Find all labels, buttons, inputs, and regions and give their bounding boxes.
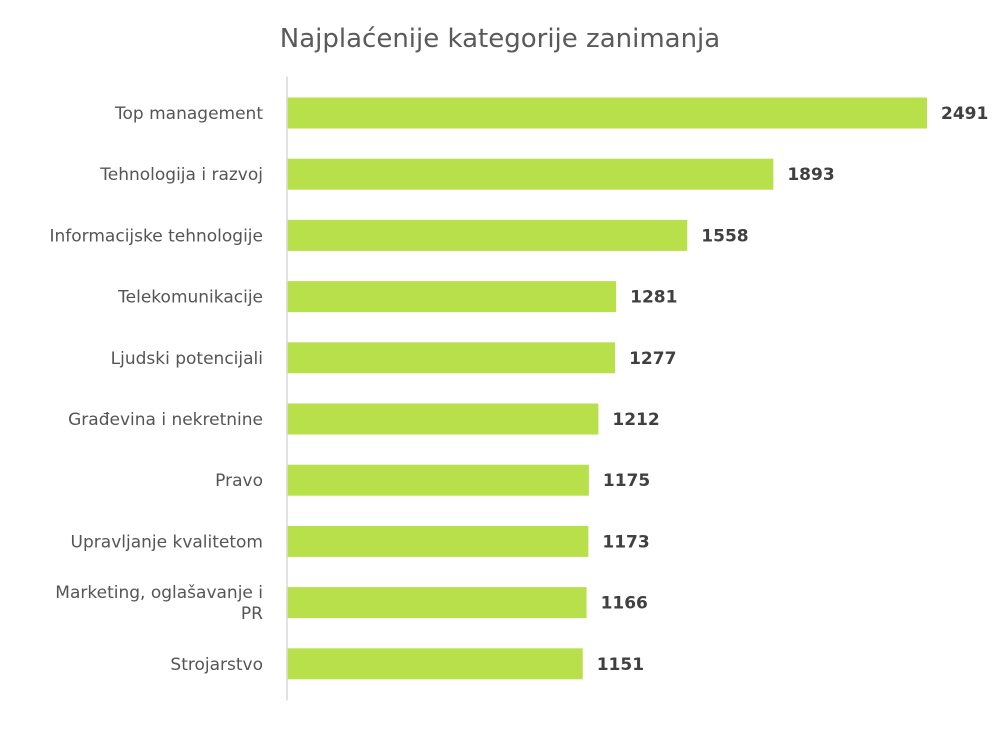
category-label-line: Strojarstvo: [170, 655, 263, 675]
category-label-line: Telekomunikacije: [117, 288, 263, 308]
value-label-1: 1893: [787, 165, 834, 185]
category-label-line: Građevina i nekretnine: [68, 410, 263, 430]
value-label-4: 1277: [629, 349, 676, 369]
bar-3: [287, 281, 617, 313]
category-label-2: Informacijske tehnologije: [50, 226, 264, 246]
bar-6: [287, 464, 589, 496]
bars-layer: [287, 97, 927, 680]
category-label-1: Tehnologija i razvoj: [99, 165, 263, 185]
bar-8: [287, 587, 587, 619]
category-label-3: Telekomunikacije: [117, 288, 263, 308]
bar-4: [287, 342, 616, 374]
chart-title: Najplaćenije kategorije zanimanja: [279, 24, 721, 54]
value-label-5: 1212: [612, 410, 659, 430]
category-label-line: Informacijske tehnologije: [50, 226, 264, 246]
bar-9: [287, 648, 583, 680]
value-label-6: 1175: [603, 471, 650, 491]
category-label-4: Ljudski potencijali: [111, 349, 263, 369]
value-label-7: 1173: [602, 532, 649, 552]
category-label-line: Ljudski potencijali: [111, 349, 263, 369]
bar-2: [287, 219, 688, 251]
labels-layer: 2491 Top management 1893 Tehnologija i razv…: [50, 104, 989, 675]
value-label-3: 1281: [630, 288, 677, 308]
category-label-line: Tehnologija i razvoj: [99, 165, 263, 185]
bar-0: [287, 97, 927, 129]
category-label-0: Top management: [114, 104, 263, 124]
bar-1: [287, 158, 774, 190]
category-label-line: Top management: [114, 104, 263, 124]
bar-7: [287, 525, 589, 557]
category-label-line: PR: [241, 604, 263, 624]
value-label-2: 1558: [701, 226, 748, 246]
bar-5: [287, 403, 599, 435]
category-label-7: Upravljanje kvalitetom: [71, 532, 263, 552]
category-label-line: Pravo: [215, 471, 263, 491]
category-label-line: Marketing, oglašavanje i: [55, 583, 263, 603]
category-label-5: Građevina i nekretnine: [68, 410, 263, 430]
category-label-line: Upravljanje kvalitetom: [71, 532, 263, 552]
value-label-8: 1166: [601, 594, 648, 614]
category-label-9: Strojarstvo: [170, 655, 263, 675]
value-label-9: 1151: [597, 655, 644, 675]
category-label-6: Pravo: [215, 471, 263, 491]
value-label-0: 2491: [941, 104, 988, 124]
category-label-8: Marketing, oglašavanje i PR: [55, 583, 263, 624]
